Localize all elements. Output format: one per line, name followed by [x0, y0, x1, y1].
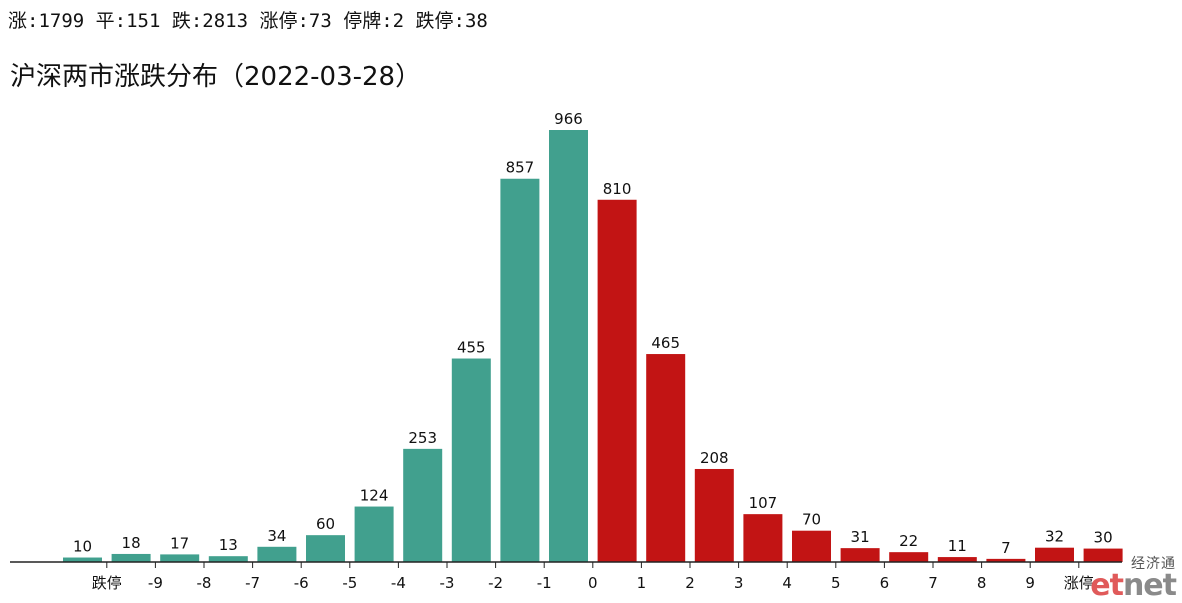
bar [1035, 547, 1074, 562]
bar-value-label: 11 [948, 537, 967, 555]
bar-value-label: 34 [267, 527, 286, 545]
x-tick-label: 8 [977, 574, 987, 592]
chart-title: 沪深两市涨跌分布（2022-03-28） [10, 62, 422, 92]
bar-value-label: 18 [122, 534, 141, 552]
bar-value-label: 10 [73, 538, 92, 556]
x-tick-label: -8 [197, 574, 212, 592]
x-tick-label: -9 [148, 574, 163, 592]
x-tick-label: 7 [928, 574, 938, 592]
bar-value-label: 70 [802, 511, 821, 529]
x-tick-label: 1 [637, 574, 647, 592]
bar [63, 557, 102, 562]
x-tick-label: -2 [488, 574, 503, 592]
market-summary: 涨:1799 平:151 跌:2813 涨停:73 停牌:2 跌停:38 [8, 10, 488, 32]
etnet-logo: 经济通 etnet [1090, 553, 1177, 601]
bar-value-label: 22 [899, 532, 918, 550]
bar-value-label: 32 [1045, 528, 1064, 546]
bar-value-label: 857 [506, 159, 535, 177]
logo-wordmark: etnet [1090, 571, 1177, 601]
bar-value-label: 60 [316, 515, 335, 533]
x-tick-label: 9 [1025, 574, 1035, 592]
bar [792, 530, 831, 562]
bar-value-label: 253 [408, 429, 437, 447]
bar-value-label: 31 [851, 528, 870, 546]
bar-value-label: 7 [1001, 539, 1011, 557]
x-tick-label: -3 [440, 574, 455, 592]
bar-value-label: 810 [603, 180, 632, 198]
logo-wordmark-net: net [1122, 568, 1177, 603]
bar-value-label: 17 [170, 534, 189, 552]
bar [354, 506, 394, 562]
x-tick-label: -7 [245, 574, 260, 592]
x-tick-label: 涨停 [1064, 574, 1094, 592]
logo-chinese-text: 经济通 [1131, 556, 1176, 572]
bar [500, 178, 540, 562]
x-tick-label: 2 [685, 574, 695, 592]
bar [840, 548, 880, 562]
bar [403, 448, 443, 562]
bar [1083, 548, 1123, 562]
bar [694, 468, 734, 562]
bar [257, 546, 297, 562]
bar [646, 354, 686, 562]
logo-wordmark-et: et [1090, 568, 1124, 603]
bar [160, 554, 200, 562]
bar [306, 535, 345, 562]
bar-value-label: 455 [457, 339, 486, 357]
bar [889, 552, 929, 562]
bar-value-label: 465 [651, 334, 680, 352]
bar [986, 558, 1026, 562]
bar [451, 358, 491, 562]
x-tick-label: -6 [294, 574, 309, 592]
x-tick-label: 0 [588, 574, 598, 592]
bar-value-label: 107 [749, 494, 778, 512]
bar-value-label: 13 [219, 536, 238, 554]
x-tick-label: -4 [391, 574, 406, 592]
bar [111, 553, 151, 562]
bar-value-label: 966 [554, 110, 583, 128]
x-tick-label: 5 [831, 574, 841, 592]
bar [208, 556, 248, 562]
x-tick-label: -1 [537, 574, 552, 592]
x-tick-label: 3 [734, 574, 744, 592]
bar-value-label: 208 [700, 449, 729, 467]
bar-value-label: 124 [360, 487, 389, 505]
bar-value-label: 30 [1094, 529, 1113, 547]
x-tick-label: 跌停 [92, 574, 122, 592]
x-tick-label: 4 [782, 574, 792, 592]
x-tick-label: -5 [342, 574, 357, 592]
bar [937, 557, 977, 562]
bar [743, 514, 783, 562]
bar [597, 199, 637, 562]
x-tick-label: 6 [880, 574, 890, 592]
bar [549, 130, 588, 562]
